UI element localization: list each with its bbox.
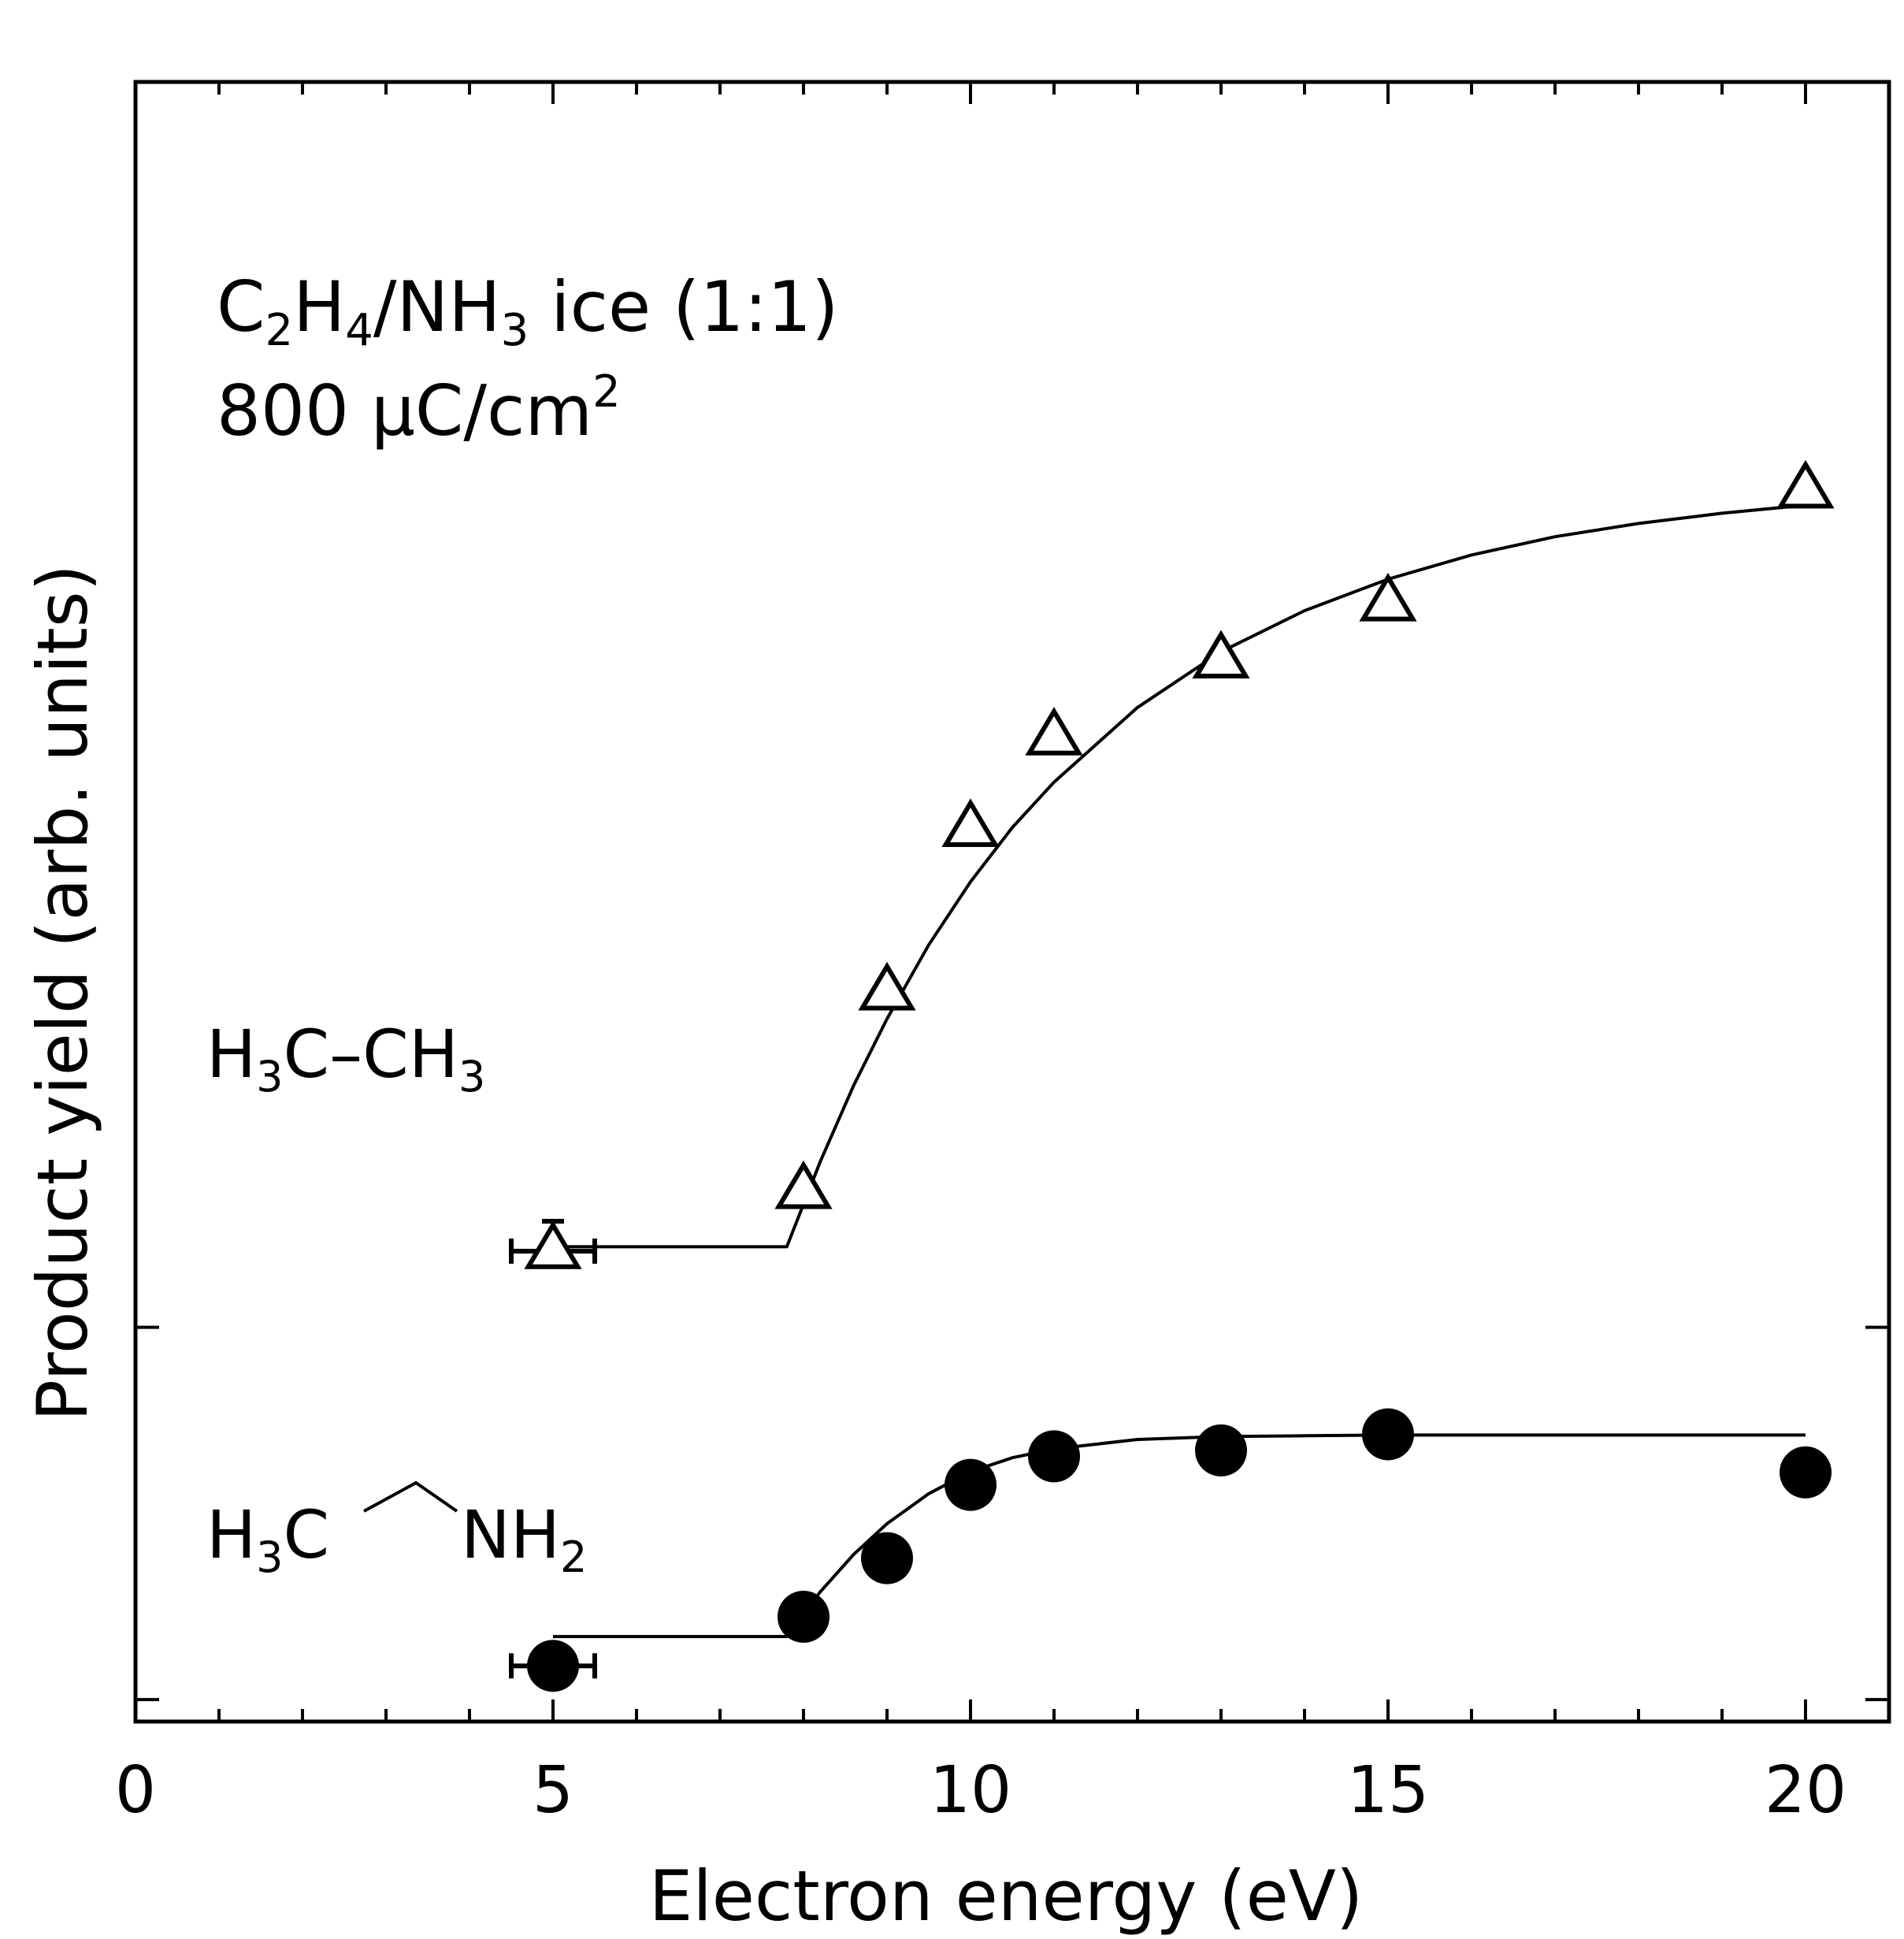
triangle-marker-1 bbox=[774, 1160, 833, 1209]
circle-marker-1 bbox=[778, 1591, 830, 1644]
circle-marker-4 bbox=[1028, 1430, 1080, 1483]
x-axis-label: Electron energy (eV) bbox=[649, 1855, 1364, 1937]
triangle-marker-4 bbox=[1025, 707, 1083, 756]
plot-frame bbox=[133, 80, 1891, 1724]
fit-curves-layer bbox=[553, 503, 1806, 1639]
data-markers-layer bbox=[509, 459, 1835, 1692]
triangle-marker-7 bbox=[1776, 459, 1835, 509]
annotation-dose: 800 μC/cm2 bbox=[217, 366, 621, 451]
circle-marker-0 bbox=[527, 1640, 579, 1692]
circle-marker-5 bbox=[1195, 1424, 1247, 1477]
series-label-ethane: H3C–CH3 bbox=[206, 1016, 485, 1101]
circle-marker-2 bbox=[861, 1532, 913, 1584]
x-tick-label-0: 0 bbox=[115, 1753, 156, 1828]
series-label-methylamine-h3c: H3C bbox=[206, 1496, 329, 1582]
circle-marker-6 bbox=[1362, 1408, 1414, 1461]
series-label-methylamine-nh2: NH2 bbox=[461, 1496, 587, 1582]
fit-curve-series-1 bbox=[553, 1433, 1806, 1639]
triangle-marker-5 bbox=[1192, 630, 1250, 679]
x-tick-labels: 0 5 10 15 20 bbox=[115, 1753, 1846, 1828]
methylamine-bond-line bbox=[363, 1480, 458, 1513]
annotation-composition: C2H4/NH3 ice (1:1) bbox=[217, 266, 838, 356]
triangle-marker-2 bbox=[858, 961, 916, 1011]
x-tick-label-10: 10 bbox=[930, 1753, 1011, 1828]
x-tick-label-5: 5 bbox=[533, 1753, 573, 1828]
triangle-marker-0 bbox=[524, 1220, 582, 1269]
triangle-marker-3 bbox=[941, 798, 1000, 848]
x-tick-label-20: 20 bbox=[1765, 1753, 1846, 1828]
triangle-marker-6 bbox=[1359, 572, 1417, 622]
circle-marker-7 bbox=[1780, 1446, 1832, 1499]
plot-frame-layer bbox=[133, 80, 1891, 1724]
y-axis-label: Product yield (arb. units) bbox=[22, 564, 103, 1421]
x-tick-label-15: 15 bbox=[1347, 1753, 1429, 1828]
fit-curve-series-0 bbox=[553, 503, 1806, 1249]
circle-marker-3 bbox=[945, 1458, 997, 1511]
